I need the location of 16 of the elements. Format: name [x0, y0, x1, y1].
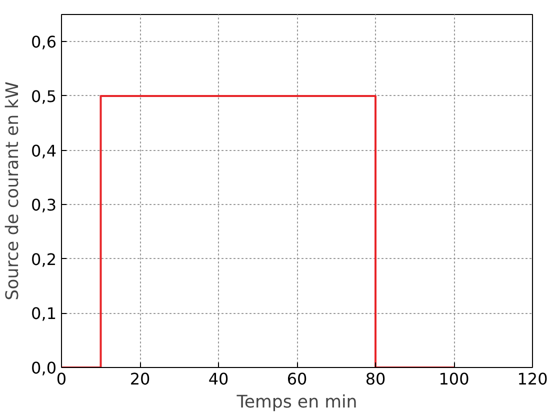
y-tick-label: 0,1: [31, 304, 57, 324]
y-tick-label: 0,3: [31, 196, 57, 215]
y-tick-label: 0,5: [31, 86, 57, 106]
x-tick-label: 60: [286, 370, 308, 388]
x-tick-label: 0: [56, 370, 67, 388]
y-tick-label: 0,0: [31, 358, 57, 378]
x-tick-label: 120: [517, 370, 548, 388]
x-tick-label: 100: [438, 370, 470, 388]
y-axis-title: Source de courant en kW: [3, 82, 24, 300]
x-tick-label: 80: [365, 370, 386, 388]
y-tick-label: 0,6: [31, 32, 57, 52]
x-axis-title: Temps en min: [236, 392, 358, 412]
x-tick-label: 20: [130, 370, 150, 388]
y-tick-label: 0,2: [31, 250, 57, 269]
x-tick-label: 40: [208, 370, 229, 388]
y-tick-label: 0,4: [31, 141, 57, 160]
